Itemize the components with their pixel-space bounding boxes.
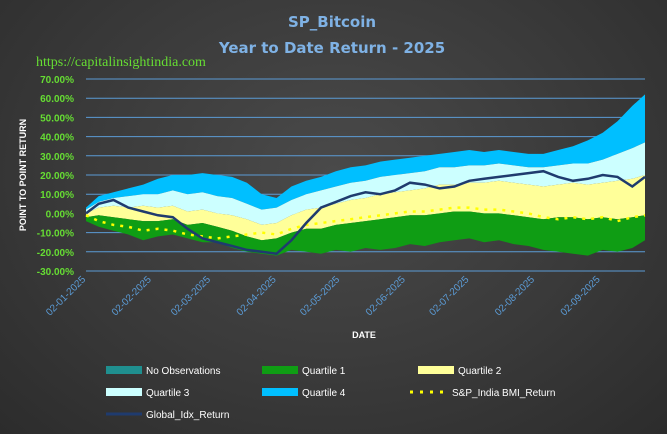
legend-swatch-quartile-3 bbox=[106, 388, 142, 396]
legend-swatch-quartile-1 bbox=[262, 366, 298, 374]
y-tick-label: -10.00% bbox=[37, 229, 74, 240]
x-tick-label: 02-03-2025 bbox=[169, 274, 213, 318]
legend-swatch-no-observations bbox=[106, 366, 142, 374]
watermark: https://capitalinsightindia.com bbox=[36, 55, 206, 70]
y-tick-label: 40.00% bbox=[40, 133, 74, 144]
legend-swatch-quartile-2 bbox=[418, 366, 454, 374]
legend-label-quartile-2: Quartile 2 bbox=[458, 366, 502, 377]
y-tick-label: 60.00% bbox=[40, 94, 74, 105]
y-tick-label: 0.00% bbox=[46, 209, 74, 220]
x-tick-label: 02-09-2025 bbox=[559, 274, 603, 318]
x-axis-ticks: 02-01-2025 02-02-2025 02-03-2025 02-04-2025… bbox=[44, 274, 603, 318]
y-tick-label: -30.00% bbox=[37, 267, 74, 278]
legend-label-quartile-3: Quartile 3 bbox=[146, 388, 190, 399]
x-tick-label: 02-07-2025 bbox=[427, 274, 471, 318]
chart-title-line-2: Year to Date Return - 2025 bbox=[218, 39, 445, 57]
x-tick-label: 02-04-2025 bbox=[235, 274, 279, 318]
legend-label-s-p-india-bmi-return: S&P_India BMI_Return bbox=[452, 388, 555, 399]
legend-label-quartile-1: Quartile 1 bbox=[302, 366, 346, 377]
legend: No Observations Quartile 1 Quartile 2 Quart… bbox=[106, 366, 555, 421]
x-axis-title: DATE bbox=[352, 330, 376, 340]
legend-swatch-quartile-4 bbox=[262, 388, 298, 396]
x-tick-label: 02-02-2025 bbox=[110, 274, 154, 318]
y-axis-ticks: 70.00% 60.00% 50.00% 40.00% 30.00% 20.00% 10.0… bbox=[37, 75, 74, 278]
x-tick-label: 02-01-2025 bbox=[44, 274, 88, 318]
area-quartile-4 bbox=[86, 94, 645, 210]
x-tick-label: 02-05-2025 bbox=[298, 274, 342, 318]
chart-title-line-1: SP_Bitcoin bbox=[288, 13, 376, 31]
y-axis-title: POINT TO POINT RETURN bbox=[18, 119, 28, 231]
y-tick-label: 70.00% bbox=[40, 75, 74, 86]
legend-label-quartile-4: Quartile 4 bbox=[302, 388, 346, 399]
plot-lines bbox=[85, 169, 646, 256]
y-tick-label: -20.00% bbox=[37, 248, 74, 259]
y-tick-label: 50.00% bbox=[40, 113, 74, 124]
y-tick-label: 20.00% bbox=[40, 171, 74, 182]
x-tick-label: 02-06-2025 bbox=[364, 274, 408, 318]
y-tick-label: 30.00% bbox=[40, 152, 74, 163]
x-tick-label: 02-08-2025 bbox=[493, 274, 537, 318]
line-global-idx-return bbox=[85, 169, 646, 256]
y-tick-label: 10.00% bbox=[40, 190, 74, 201]
area-quartile-3 bbox=[86, 142, 645, 225]
legend-label-no-observations: No Observations bbox=[146, 366, 220, 377]
legend-label-global-idx-return: Global_Idx_Return bbox=[146, 410, 229, 421]
area-quartile-2 bbox=[86, 175, 645, 241]
